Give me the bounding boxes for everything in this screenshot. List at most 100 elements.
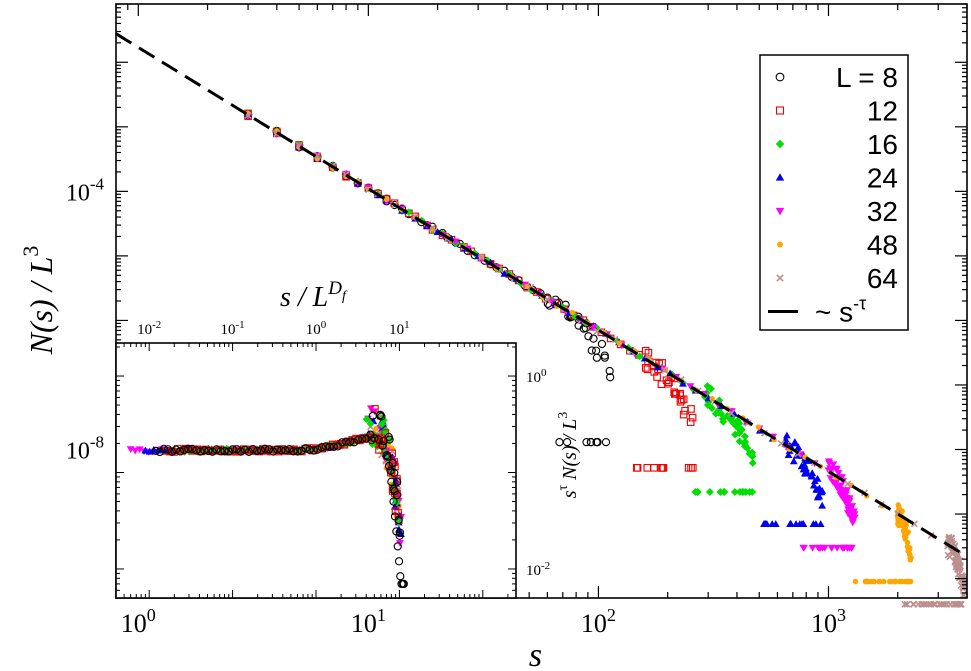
fit-label-main: ~ s <box>815 297 853 328</box>
inset-data-point <box>135 446 144 454</box>
data-point <box>555 438 564 447</box>
data-point <box>876 578 882 585</box>
inset-data-point <box>204 446 213 456</box>
tick-base: 10 <box>221 322 236 338</box>
data-point <box>789 457 798 465</box>
tick-base: 10 <box>66 439 90 465</box>
data-point <box>589 324 598 332</box>
data-point <box>892 578 899 585</box>
data-point <box>827 544 836 552</box>
data-point <box>946 553 954 561</box>
data-point <box>800 544 808 552</box>
data-point <box>451 238 460 246</box>
inset-data-point <box>297 446 306 455</box>
inset-data-point <box>384 461 394 471</box>
data-point <box>717 410 726 418</box>
data-point <box>687 405 695 413</box>
fit-label-exponent: -τ <box>853 294 866 314</box>
inset-data-point <box>396 572 405 581</box>
inset-data-point <box>387 477 396 486</box>
inset-data-point <box>192 446 201 455</box>
inset-data-point <box>313 445 322 454</box>
inset-data-point <box>305 445 314 455</box>
inset-data-point <box>289 447 298 456</box>
tick-base: 10 <box>137 322 152 338</box>
data-point <box>741 488 750 496</box>
tick-base: 10 <box>526 370 541 386</box>
inset-data-point <box>337 438 347 447</box>
data-point <box>826 465 835 473</box>
data-point <box>834 486 843 494</box>
legend-fit-label: ~ s-τ <box>815 294 866 328</box>
inset-y-label-base: s <box>559 490 581 498</box>
legend-label: 12 <box>867 96 898 127</box>
data-point <box>930 600 938 608</box>
data-point <box>592 353 602 362</box>
data-point <box>948 535 956 543</box>
inset-x-tick-label: 100 <box>306 319 327 338</box>
inset-series-8-tail <box>389 497 408 589</box>
tick-base: 10 <box>526 563 541 579</box>
data-point <box>383 196 390 202</box>
data-point <box>845 497 854 505</box>
inset-x-label-sup: D <box>327 278 342 299</box>
inset-data-point <box>273 445 282 454</box>
data-point <box>672 390 680 398</box>
inset-data-point <box>378 441 387 450</box>
data-point <box>731 430 739 439</box>
data-point <box>812 520 820 527</box>
data-point <box>777 439 785 447</box>
data-point <box>790 438 799 445</box>
inset-x-label-sub: f <box>342 289 348 304</box>
data-point <box>716 488 725 496</box>
inset-data-point <box>269 447 278 456</box>
data-point <box>708 404 716 413</box>
tick-base: 10 <box>66 180 90 206</box>
inset-data-point <box>390 458 398 466</box>
inset-data-point <box>175 447 185 456</box>
data-point <box>794 443 803 451</box>
legend-box <box>759 54 909 331</box>
inset-x-axis-label: s / LDf <box>280 278 348 313</box>
inset-data-point <box>390 512 400 521</box>
data-point <box>940 600 948 608</box>
data-point <box>938 600 946 608</box>
data-point <box>953 556 961 564</box>
data-point <box>904 539 911 546</box>
inset-data-point <box>131 447 140 455</box>
data-point <box>684 464 693 472</box>
data-point <box>741 432 749 441</box>
data-point <box>661 366 669 374</box>
inset-data-point <box>325 442 334 451</box>
data-point <box>477 253 485 261</box>
data-point <box>735 437 744 446</box>
data-point <box>686 418 695 426</box>
inset-data-point <box>260 444 270 453</box>
inset-data-point <box>336 439 345 448</box>
data-point <box>755 424 762 430</box>
inset-data-point <box>391 495 400 503</box>
data-point <box>707 384 715 393</box>
data-point <box>905 578 911 585</box>
legend-label: 24 <box>867 163 898 194</box>
data-point <box>862 578 869 585</box>
data-point <box>500 269 509 277</box>
data-point <box>641 346 650 355</box>
legend-marker <box>776 274 784 282</box>
legend-label: 16 <box>867 129 898 160</box>
data-point <box>735 429 744 437</box>
inset-data-point <box>384 432 393 442</box>
tick-exponent: -1 <box>236 319 245 331</box>
data-point <box>730 488 739 496</box>
data-point <box>741 437 750 446</box>
data-point <box>850 508 858 516</box>
data-point <box>832 466 841 474</box>
data-point <box>606 373 615 382</box>
data-point <box>813 493 822 501</box>
data-point <box>896 522 902 529</box>
inset-y-label-rest: N(s) / L <box>559 419 581 485</box>
y-axis-label-main: N(s) / L <box>23 257 59 356</box>
data-point <box>802 456 811 464</box>
inset-data-point <box>265 445 274 454</box>
data-point <box>843 510 852 517</box>
